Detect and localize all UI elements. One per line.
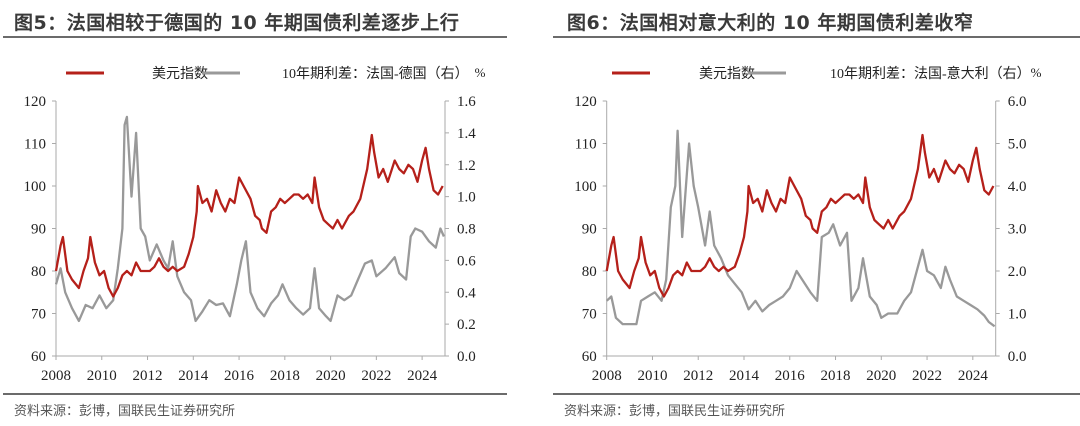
- x-axis-tick-label: 2024: [958, 368, 989, 384]
- left-axis-tick-label: 100: [24, 179, 47, 195]
- left-axis-tick-label: 120: [24, 94, 47, 110]
- x-axis-tick-label: 2024: [407, 368, 438, 384]
- left-axis-tick-label: 100: [574, 179, 597, 195]
- right-axis-tick-label: 3.0: [1008, 222, 1027, 238]
- left-axis-tick-label: 110: [575, 137, 597, 153]
- x-axis-tick-label: 2016: [224, 368, 255, 384]
- right-axis-tick-label: 2.0: [1008, 264, 1027, 280]
- x-axis-tick-label: 2012: [683, 368, 713, 384]
- x-axis-tick-label: 2020: [866, 368, 896, 384]
- chart-svg: 60 70 80 90 100 110 120 0.0 1.0 2.0 3.0 4.0 5.0 6.0 20…: [574, 65, 1042, 384]
- title-divider: [3, 36, 507, 38]
- chart-svg: 60 70 80 90 100 110 120 0.0 0.2 0.4 0.6 0.8 1.0 1.2 1.…: [24, 65, 486, 384]
- right-axis-unit: %: [475, 65, 486, 80]
- x-axis-tick-label: 2012: [133, 368, 163, 384]
- right-axis-tick-label: 1.0: [457, 190, 476, 206]
- legend-label: 美元指数: [152, 66, 208, 82]
- x-axis-tick-label: 2022: [912, 368, 942, 384]
- legend-label: 10年期利差：法国-意大利（右）: [830, 65, 1031, 82]
- source-note: 资料来源：彭博，国联民生证券研究所: [14, 404, 236, 419]
- left-axis-tick-label: 110: [24, 137, 46, 153]
- right-axis-tick-label: 4.0: [1008, 179, 1027, 195]
- series-line-yield-spread: [54, 115, 445, 323]
- series-line-dollar-index: [54, 133, 444, 298]
- right-axis-tick-label: 1.4: [457, 126, 476, 142]
- title-divider: [553, 36, 1080, 38]
- x-axis-tick-label: 2008: [592, 368, 622, 384]
- right-axis-tick-label: 0.4: [457, 285, 476, 301]
- legend-label: 美元指数: [699, 66, 755, 82]
- chart-panel-fig6: 图6：法国相对意大利的 10 年期国债利差收窄 60 70 80 90 100 110 12…: [540, 0, 1080, 426]
- source-divider: [553, 393, 1080, 395]
- right-axis-tick-label: 6.0: [1008, 94, 1027, 110]
- right-axis-tick-label: 1.6: [457, 94, 476, 110]
- x-axis-tick-label: 2014: [178, 368, 209, 384]
- x-axis-tick-label: 2020: [316, 368, 346, 384]
- right-axis-tick-label: 0.2: [457, 317, 476, 333]
- left-axis-tick-label: 60: [582, 349, 597, 365]
- source-note: 资料来源：彭博，国联民生证券研究所: [564, 404, 786, 419]
- source-divider: [3, 393, 507, 395]
- right-axis-tick-label: 0.0: [1008, 349, 1027, 365]
- left-axis-tick-label: 60: [31, 349, 46, 365]
- right-axis-tick-label: 0.0: [457, 349, 476, 365]
- left-axis-tick-label: 80: [31, 264, 46, 280]
- left-axis-tick-label: 120: [574, 94, 597, 110]
- chart-panel-fig5: 图5：法国相较于德国的 10 年期国债利差逐步上行 60 70 80 90 100 110…: [3, 12, 507, 419]
- right-axis-tick-label: 0.6: [457, 253, 476, 269]
- x-axis-tick-label: 2018: [270, 368, 300, 384]
- series-line-dollar-index: [605, 133, 995, 298]
- legend-label: 10年期利差：法国-德国（右）: [282, 66, 469, 82]
- left-axis-tick-label: 70: [582, 307, 597, 323]
- right-axis-tick-label: 1.2: [457, 158, 476, 174]
- x-axis-tick-label: 2016: [775, 368, 806, 384]
- right-axis-tick-label: 0.8: [457, 222, 476, 238]
- chart-title: 图6：法国相对意大利的 10 年期国债利差收窄: [567, 12, 974, 34]
- left-axis-tick-label: 90: [582, 222, 597, 238]
- chart-title: 图5：法国相较于德国的 10 年期国债利差逐步上行: [14, 12, 460, 34]
- series-line-yield-spread: [605, 129, 996, 328]
- x-axis-tick-label: 2014: [729, 368, 760, 384]
- right-axis-tick-label: 5.0: [1008, 137, 1027, 153]
- left-axis-tick-label: 90: [31, 222, 46, 238]
- x-axis-tick-label: 2022: [361, 368, 391, 384]
- left-axis-tick-label: 80: [582, 264, 597, 280]
- x-axis-tick-label: 2018: [821, 368, 851, 384]
- right-axis-unit: %: [1031, 65, 1042, 80]
- x-axis-tick-label: 2010: [637, 368, 667, 384]
- x-axis-tick-label: 2010: [87, 368, 117, 384]
- x-axis-tick-label: 2008: [41, 368, 71, 384]
- right-axis-tick-label: 1.0: [1008, 307, 1027, 323]
- left-axis-tick-label: 70: [31, 307, 46, 323]
